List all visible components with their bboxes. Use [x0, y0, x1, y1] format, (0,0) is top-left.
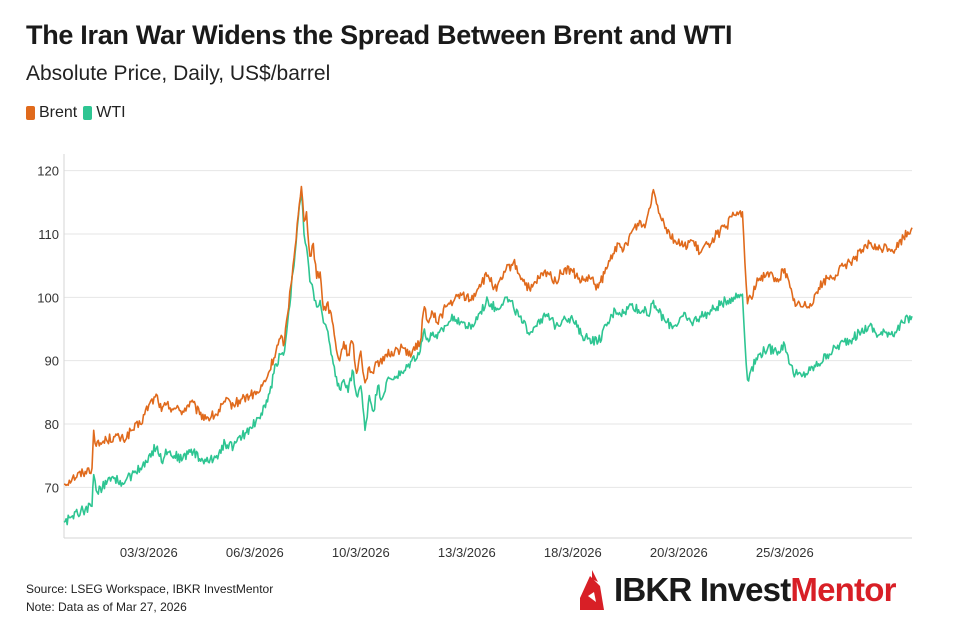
series-line-wti: [63, 188, 913, 526]
y-tick-label: 80: [45, 417, 59, 432]
logo-brand: IBKR: [614, 571, 692, 608]
legend-label-wti: WTI: [96, 104, 126, 121]
legend-swatch-wti: [83, 106, 93, 120]
y-tick-label: 110: [38, 227, 59, 242]
legend-swatch-brent: [26, 106, 35, 120]
y-tick-label: 120: [37, 164, 59, 179]
logo-mentor: Mentor: [790, 571, 896, 608]
legend-item-brent: Brent: [26, 104, 77, 122]
x-tick-label: 03/3/2026: [120, 545, 178, 560]
x-tick-label: 10/3/2026: [332, 545, 390, 560]
x-tick-label: 20/3/2026: [650, 545, 708, 560]
legend-label-brent: Brent: [39, 104, 78, 121]
ibkr-flag-icon: [580, 570, 604, 610]
ibkr-investmentor-logo: IBKR InvestMentor: [578, 568, 896, 612]
source-note: Source: LSEG Workspace, IBKR InvestMento…: [26, 582, 274, 596]
x-tick-label: 25/3/2026: [756, 545, 814, 560]
legend: Brent WTI: [26, 104, 132, 122]
x-tick-label: 13/3/2026: [438, 545, 496, 560]
series-line-brent: [63, 185, 913, 487]
legend-item-wti: WTI: [83, 104, 126, 122]
y-tick-label: 90: [45, 354, 59, 369]
chart-subtitle: Absolute Price, Daily, US$/barrel: [26, 62, 331, 85]
data-note: Note: Data as of Mar 27, 2026: [26, 600, 187, 614]
x-tick-label: 06/3/2026: [226, 545, 284, 560]
chart-title: The Iran War Widens the Spread Between B…: [26, 20, 733, 50]
y-tick-label: 100: [37, 290, 59, 305]
logo-invest: Invest: [699, 571, 791, 608]
y-tick-label: 70: [45, 480, 59, 495]
x-tick-label: 18/3/2026: [544, 545, 602, 560]
